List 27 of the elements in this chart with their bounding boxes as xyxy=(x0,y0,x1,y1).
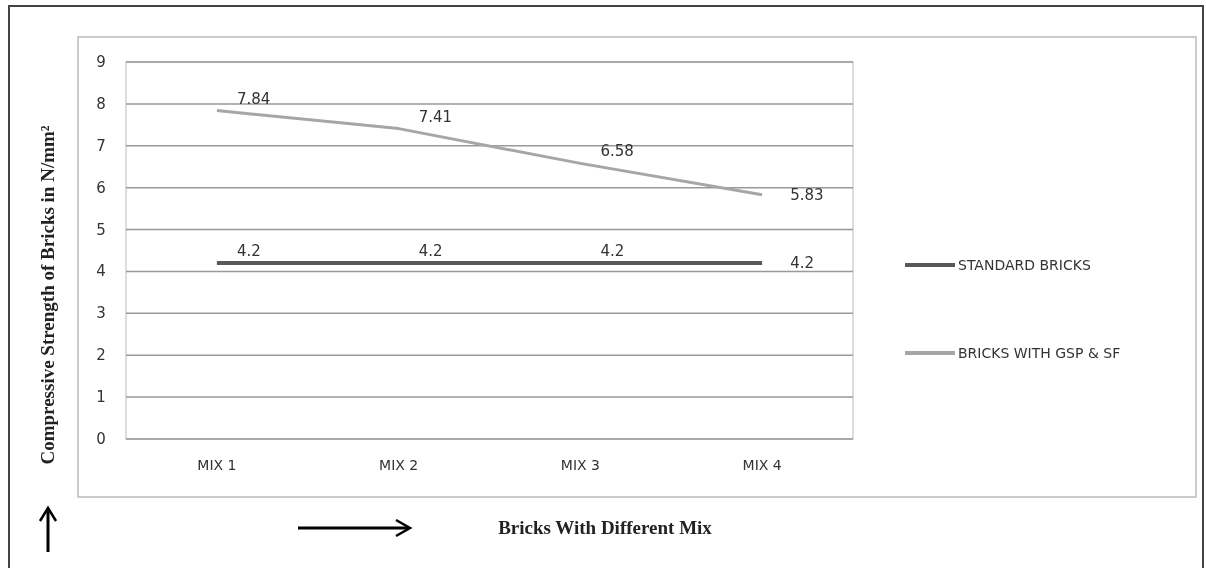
x-tick-label: MIX 4 xyxy=(742,457,782,473)
y-tick-label: 3 xyxy=(96,304,106,323)
y-tick-label: 4 xyxy=(96,262,106,281)
y-axis-title: Compressive Strength of Bricks in N/mm² xyxy=(37,125,58,465)
y-tick-label: 9 xyxy=(96,53,106,71)
y-tick-label: 0 xyxy=(96,430,106,448)
data-label: 6.58 xyxy=(600,142,634,161)
y-tick-label: 8 xyxy=(96,94,106,113)
data-label: 7.84 xyxy=(236,89,271,108)
x-tick-label: MIX 1 xyxy=(197,457,237,473)
legend-label: STANDARD BRICKS xyxy=(958,257,1091,273)
data-label: 5.83 xyxy=(790,185,824,204)
y-tick-label: 5 xyxy=(96,220,106,239)
x-axis-title: Bricks With Different Mix xyxy=(498,517,713,538)
data-label: 4.2 xyxy=(600,242,625,261)
legend-label: BRICKS WITH GSP & SF xyxy=(958,345,1121,361)
y-tick-label: 2 xyxy=(96,346,106,365)
x-tick-label: MIX 3 xyxy=(560,457,600,473)
data-label: 7.41 xyxy=(418,107,453,126)
data-label: 4.2 xyxy=(418,242,443,261)
y-tick-label: 1 xyxy=(96,388,106,407)
data-label: 4.2 xyxy=(790,254,814,273)
y-tick-label: 7 xyxy=(96,136,106,155)
line-series xyxy=(215,109,764,197)
y-tick-label: 6 xyxy=(96,178,106,197)
x-tick-label: MIX 2 xyxy=(379,457,419,473)
data-label: 4.2 xyxy=(236,242,261,261)
